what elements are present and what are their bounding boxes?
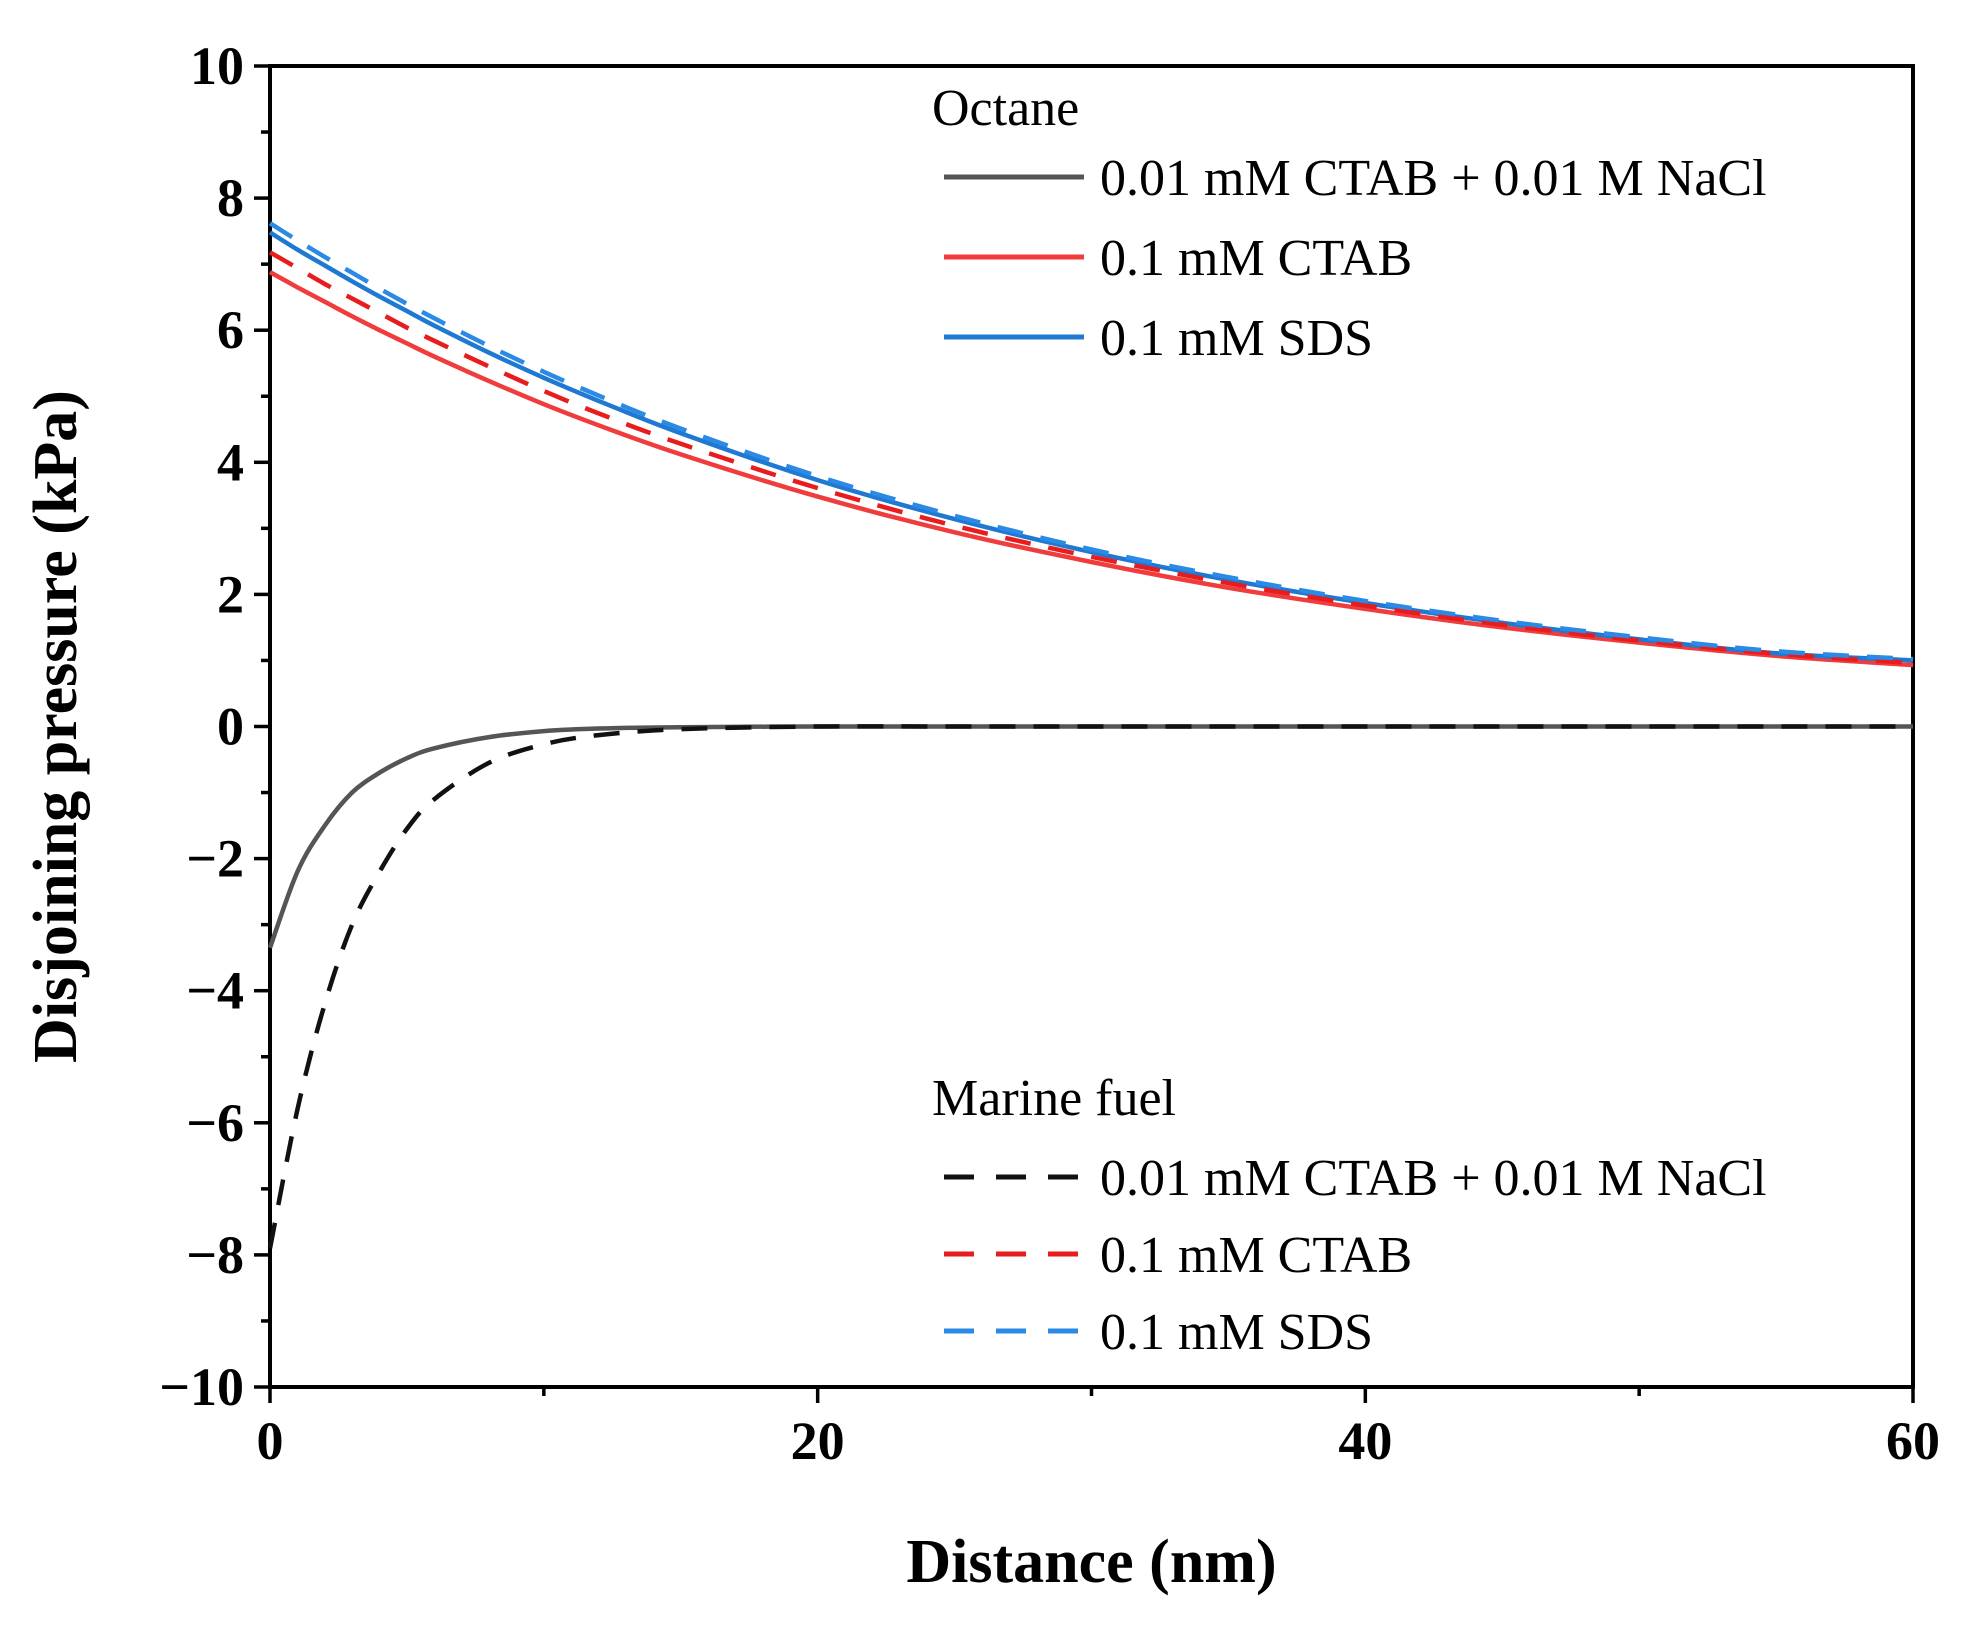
x-tick-label: 0 [257,1411,284,1471]
series-octane-2 [268,230,1914,663]
series-marine-fuel-3 [267,724,1913,1249]
legend-label-marine-fuel-0: 0.01 mM CTAB + 0.01 M NaCl [1100,1150,1767,1207]
y-tick-label: 6 [217,300,244,360]
series-marine-fuel-5 [268,221,1914,662]
legend-title-marine-fuel: Marine fuel [932,1070,1176,1127]
series-marine-fuel-4 [268,250,1914,666]
y-axis-ticks: −10 −8 −6 −4 −2 0 2 4 6 8 10 [159,36,270,1417]
y-tick-label: 2 [217,564,244,624]
legend-label-octane-2: 0.1 mM SDS [1100,310,1373,367]
y-tick-label: −2 [186,829,244,889]
y-tick-label: −8 [186,1225,244,1285]
y-tick-label: 0 [217,697,244,757]
y-axis-label: Disjoining pressure (kPa) [22,390,90,1063]
series-octane-1 [268,270,1914,668]
y-tick-label: −4 [186,961,244,1021]
y-tick-label: 4 [217,432,244,492]
legend-label-marine-fuel-2: 0.1 mM SDS [1100,1304,1373,1361]
x-tick-label: 40 [1338,1411,1392,1471]
x-axis-label: Distance (nm) [906,1528,1276,1596]
legend-title-octane: Octane [932,80,1079,137]
y-tick-label: 10 [190,36,244,96]
legend-label-marine-fuel-1: 0.1 mM CTAB [1100,1227,1412,1284]
legend-label-octane-0: 0.01 mM CTAB + 0.01 M NaCl [1100,150,1767,207]
series-octane-0 [267,724,1913,949]
x-tick-label: 60 [1886,1411,1940,1471]
x-axis-ticks: 0 20 40 60 [257,1387,1940,1471]
legend: Octane 0.01 mM CTAB + 0.01 M NaCl 0.1 mM C… [932,80,1767,1361]
series-layer [267,221,1914,1249]
y-tick-label: −10 [159,1357,244,1417]
y-tick-label: −6 [186,1093,244,1153]
y-tick-label: 8 [217,168,244,228]
legend-label-octane-1: 0.1 mM CTAB [1100,230,1412,287]
x-tick-label: 20 [791,1411,845,1471]
